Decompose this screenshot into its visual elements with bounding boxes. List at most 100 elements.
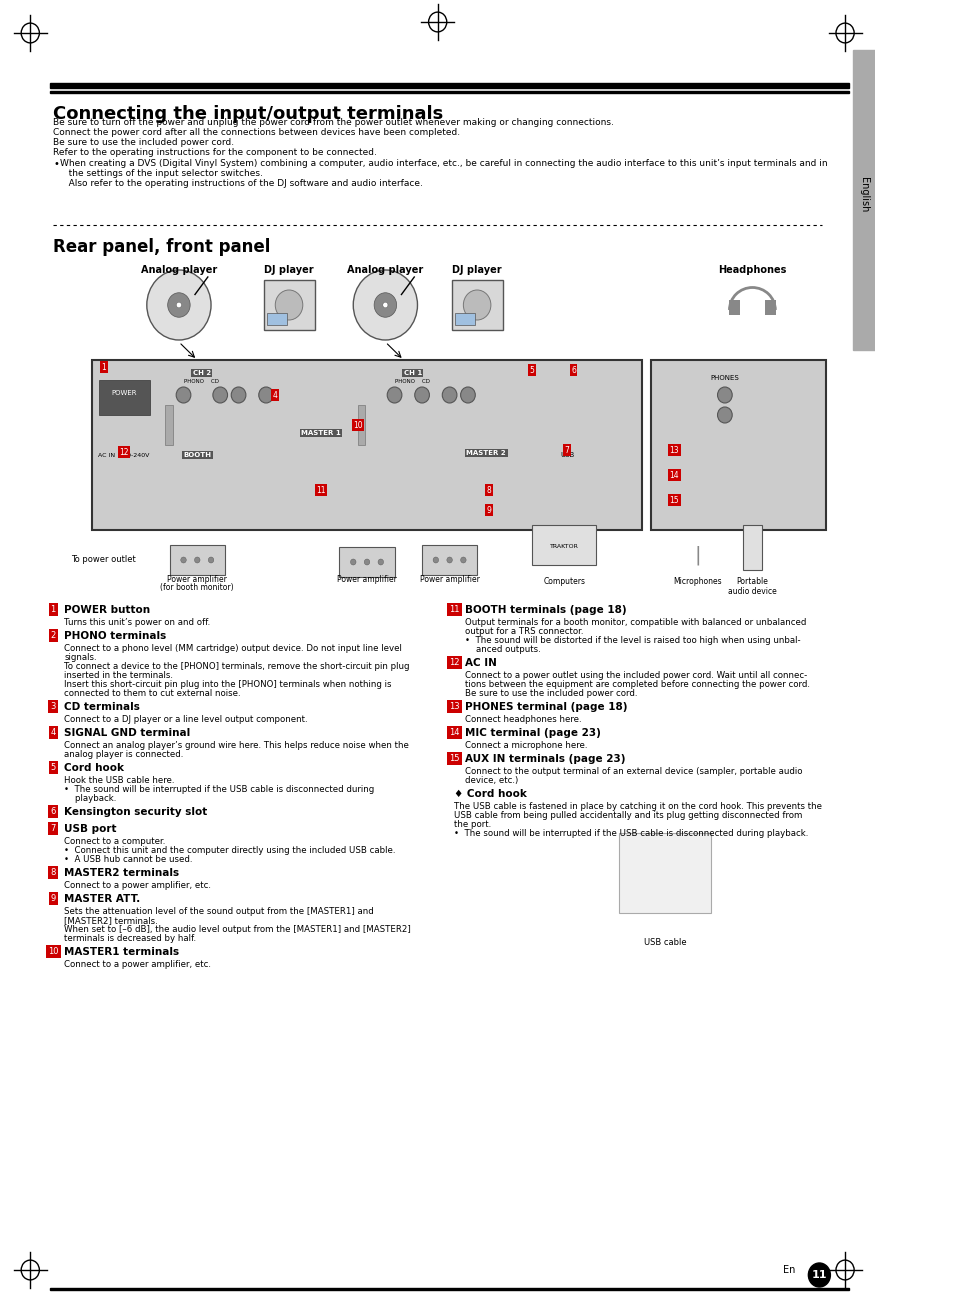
Text: •  The sound will be distorted if the level is raised too high when using unbal-: • The sound will be distorted if the lev… xyxy=(465,636,800,645)
Text: Also refer to the operating instructions of the DJ software and audio interface.: Also refer to the operating instructions… xyxy=(60,179,422,188)
Bar xyxy=(357,405,365,446)
Text: 12: 12 xyxy=(119,447,129,456)
Circle shape xyxy=(463,291,491,321)
Circle shape xyxy=(807,1263,829,1287)
Text: Refer to the operating instructions for the component to be connected.: Refer to the operating instructions for … xyxy=(53,149,376,156)
Text: Power amplifier: Power amplifier xyxy=(336,575,396,584)
Bar xyxy=(51,83,848,89)
Circle shape xyxy=(415,387,429,403)
Text: 13: 13 xyxy=(669,446,679,455)
Text: 7: 7 xyxy=(564,446,569,455)
Text: tions between the equipment are completed before connecting the power cord.: tions between the equipment are complete… xyxy=(465,680,809,689)
Text: 5: 5 xyxy=(529,366,534,374)
Text: Connecting the input/output terminals: Connecting the input/output terminals xyxy=(53,106,443,122)
Text: 6: 6 xyxy=(571,366,576,374)
Circle shape xyxy=(275,291,302,321)
Text: To power outlet: To power outlet xyxy=(71,555,136,564)
Text: 4: 4 xyxy=(273,391,277,400)
Text: the port.: the port. xyxy=(454,820,491,829)
Text: 11: 11 xyxy=(811,1270,826,1280)
Text: CH 1: CH 1 xyxy=(403,370,421,377)
Text: Connect to a power amplifier, etc.: Connect to a power amplifier, etc. xyxy=(64,881,211,890)
Text: 3: 3 xyxy=(51,702,56,711)
Text: Turns this unit’s power on and off.: Turns this unit’s power on and off. xyxy=(64,618,211,627)
Circle shape xyxy=(213,387,228,403)
Text: CD terminals: CD terminals xyxy=(64,702,140,711)
Text: 11: 11 xyxy=(449,605,459,614)
Text: 9: 9 xyxy=(486,506,491,515)
Text: •  A USB hub cannot be used.: • A USB hub cannot be used. xyxy=(64,855,193,864)
Text: AC IN  220-240V: AC IN 220-240V xyxy=(98,453,150,457)
Text: When set to [–6 dB], the audio level output from the [MASTER1] and [MASTER2]: When set to [–6 dB], the audio level out… xyxy=(64,925,411,934)
Text: DJ player: DJ player xyxy=(264,265,314,275)
Text: 10: 10 xyxy=(353,421,362,430)
Circle shape xyxy=(208,556,213,563)
Text: |: | xyxy=(693,545,700,564)
Text: 1: 1 xyxy=(51,605,56,614)
Text: Power amplifier: Power amplifier xyxy=(167,575,227,584)
Circle shape xyxy=(176,302,181,308)
Text: 2: 2 xyxy=(51,631,56,640)
Text: Connect to a phono level (MM cartridge) output device. Do not input line level: Connect to a phono level (MM cartridge) … xyxy=(64,644,401,653)
Text: Sets the attenuation level of the sound output from the [MASTER1] and: Sets the attenuation level of the sound … xyxy=(64,907,374,916)
Text: Kensington security slot: Kensington security slot xyxy=(64,807,207,817)
Circle shape xyxy=(350,559,355,566)
Text: •  Connect this unit and the computer directly using the included USB cable.: • Connect this unit and the computer dir… xyxy=(64,846,395,855)
Text: •: • xyxy=(53,159,59,169)
Text: signals.: signals. xyxy=(64,653,97,662)
Text: MASTER1 terminals: MASTER1 terminals xyxy=(64,947,179,956)
Text: MIC terminal (page 23): MIC terminal (page 23) xyxy=(465,728,600,737)
Text: AC IN: AC IN xyxy=(465,658,497,668)
Circle shape xyxy=(377,559,383,566)
Text: 10: 10 xyxy=(48,947,58,956)
Text: •  The sound will be interrupted if the USB cable is disconnected during: • The sound will be interrupted if the U… xyxy=(64,784,375,794)
Bar xyxy=(267,313,287,324)
Circle shape xyxy=(364,559,370,566)
Text: Connect to a DJ player or a line level output component.: Connect to a DJ player or a line level o… xyxy=(64,715,308,724)
Text: Connect the power cord after all the connections between devices have been compl: Connect the power cord after all the con… xyxy=(53,128,460,137)
Circle shape xyxy=(446,556,452,563)
Text: USB port: USB port xyxy=(64,823,116,834)
Text: DJ player: DJ player xyxy=(452,265,501,275)
Text: USB: USB xyxy=(559,452,574,457)
Text: Computers: Computers xyxy=(542,577,585,586)
Text: Output terminals for a booth monitor, compatible with balanced or unbalanced: Output terminals for a booth monitor, co… xyxy=(465,618,805,627)
Bar xyxy=(165,405,172,446)
Text: terminals is decreased by half.: terminals is decreased by half. xyxy=(64,934,196,943)
Text: analog player is connected.: analog player is connected. xyxy=(64,751,183,760)
Circle shape xyxy=(460,556,466,563)
Text: CH 2: CH 2 xyxy=(193,370,211,377)
Text: 15: 15 xyxy=(669,495,679,504)
Circle shape xyxy=(231,387,246,403)
Text: Connect to a power outlet using the included power cord. Wait until all connec-: Connect to a power outlet using the incl… xyxy=(465,671,806,680)
Text: Analog player: Analog player xyxy=(141,265,217,275)
Text: English: English xyxy=(859,177,868,212)
Bar xyxy=(51,1287,848,1290)
Text: •  The sound will be interrupted if the USB cable is disconnected during playbac: • The sound will be interrupted if the U… xyxy=(454,829,808,838)
Text: MASTER2 terminals: MASTER2 terminals xyxy=(64,868,179,878)
Circle shape xyxy=(258,387,274,403)
Text: ♦ Cord hook: ♦ Cord hook xyxy=(454,790,526,799)
Text: PHONES terminal (page 18): PHONES terminal (page 18) xyxy=(465,702,627,711)
Text: 5: 5 xyxy=(51,764,56,771)
Text: Portable
audio device: Portable audio device xyxy=(727,577,776,597)
Text: POWER button: POWER button xyxy=(64,605,151,615)
Bar xyxy=(339,547,395,577)
Text: anced outputs.: anced outputs. xyxy=(465,645,540,654)
Text: USB cable from being pulled accidentally and its plug getting disconnected from: USB cable from being pulled accidentally… xyxy=(454,810,801,820)
Circle shape xyxy=(442,387,456,403)
Text: PHONO    CD: PHONO CD xyxy=(395,379,430,384)
Bar xyxy=(532,525,596,566)
Text: Be sure to use the included power cord.: Be sure to use the included power cord. xyxy=(465,689,637,698)
Text: 14: 14 xyxy=(449,728,459,737)
Circle shape xyxy=(460,387,475,403)
Bar xyxy=(852,50,875,351)
Text: Insert this short-circuit pin plug into the [PHONO] terminals when nothing is: Insert this short-circuit pin plug into … xyxy=(64,680,392,689)
Text: 7: 7 xyxy=(51,823,56,833)
Bar xyxy=(51,91,848,93)
Circle shape xyxy=(374,293,396,317)
Text: BOOTH: BOOTH xyxy=(183,452,211,457)
Text: Connect an analog player’s ground wire here. This helps reduce noise when the: Connect an analog player’s ground wire h… xyxy=(64,741,409,751)
Text: 9: 9 xyxy=(51,894,56,903)
Text: Microphones: Microphones xyxy=(672,577,720,586)
